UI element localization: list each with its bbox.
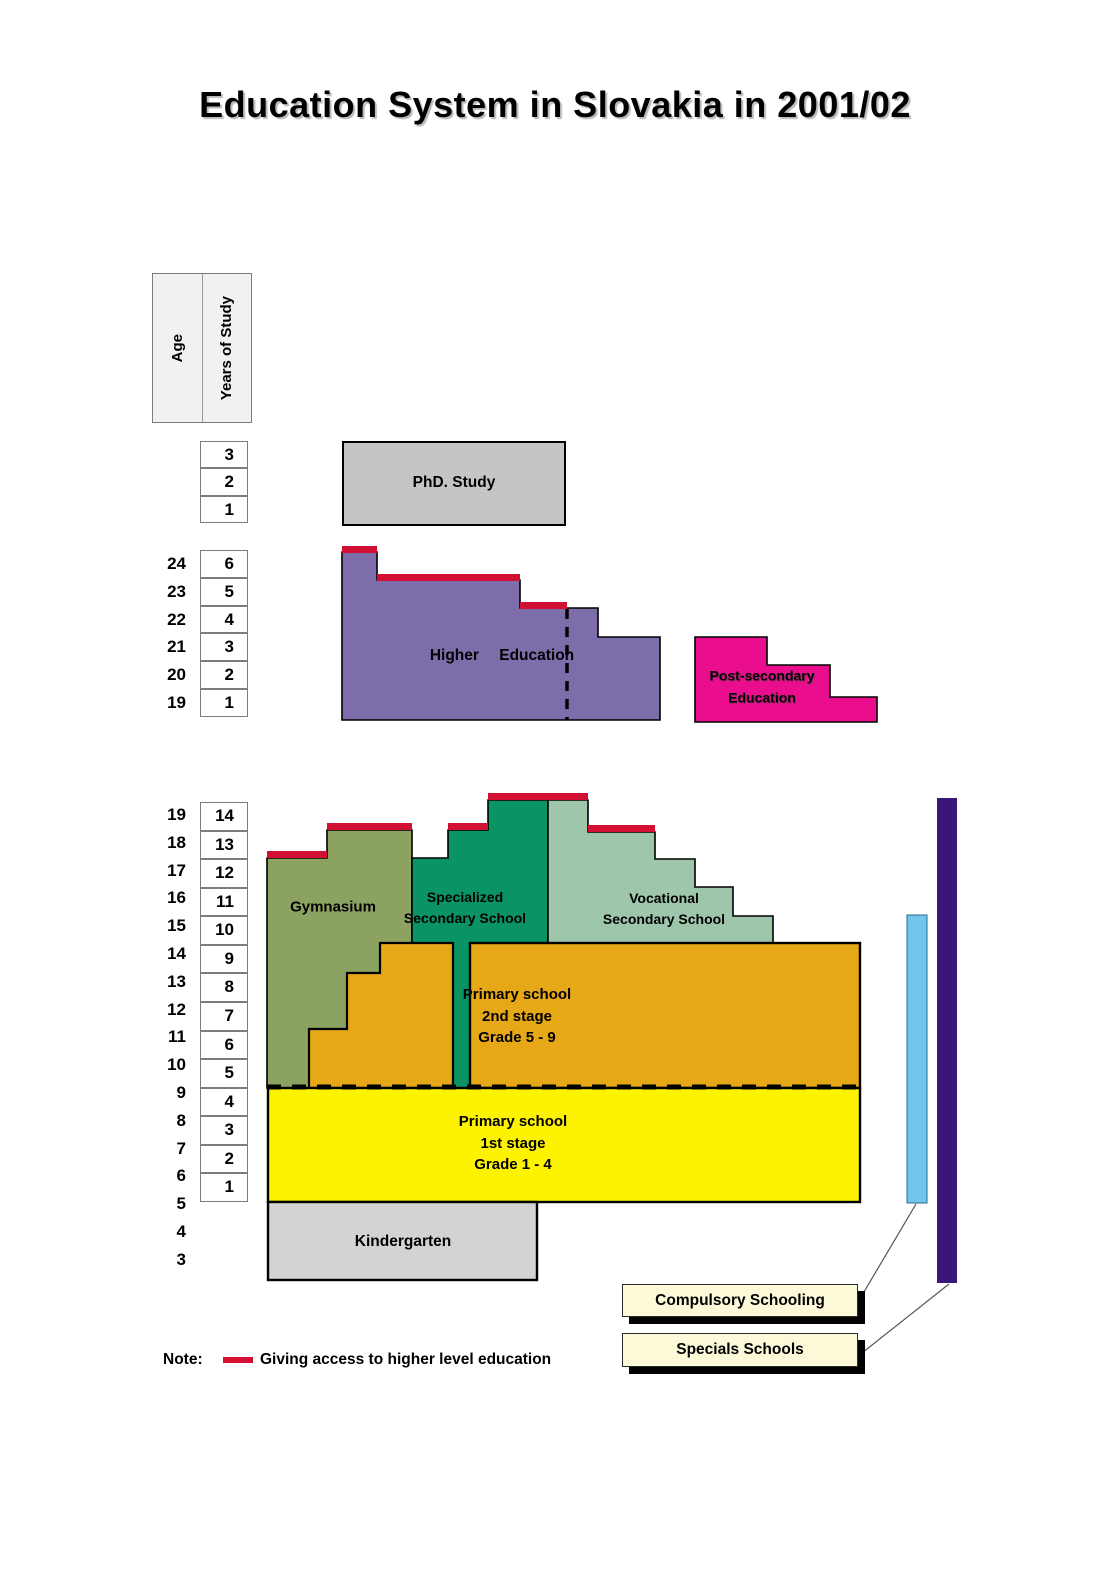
primary-1st-stage-label: Primary school 1st stage Grade 1 - 4 — [458, 1112, 568, 1173]
gymnasium-label: Gymnasium — [290, 898, 376, 916]
post-secondary-label: Post-secondary Education — [709, 667, 815, 706]
page-title: Education System in Slovakia in 2001/02 — [199, 84, 911, 125]
lower-age-label: 5 — [176, 1194, 186, 1214]
upper-age-label: 21 — [167, 637, 186, 657]
phd-study-box — [342, 441, 566, 526]
lower-age-label: 3 — [176, 1249, 186, 1269]
years-of-study-header-label: Years of Study — [218, 295, 236, 401]
compulsory-connector-line — [860, 1203, 917, 1298]
lower-year-cell: 6 — [200, 1030, 248, 1060]
lower-year-cell: 14 — [200, 802, 248, 831]
lower-year-cell: 7 — [200, 1001, 248, 1031]
lower-age-label: 9 — [176, 1083, 186, 1102]
access-bar — [448, 823, 488, 830]
lower-age-label: 7 — [176, 1138, 186, 1158]
kindergarten-label: Kindergarten — [354, 1233, 452, 1250]
compulsory-schooling-label: Compulsory Schooling — [655, 1291, 825, 1309]
upper-year-cell: 5 — [200, 577, 248, 606]
lower-year-cell: 9 — [200, 944, 248, 974]
lower-age-label: 6 — [176, 1166, 186, 1186]
lower-year-cell: 2 — [200, 1144, 248, 1174]
upper-age-label: 22 — [167, 609, 186, 629]
lower-age-label: 4 — [176, 1222, 186, 1241]
lower-age-label: 12 — [167, 999, 186, 1019]
upper-age-label: 24 — [167, 553, 186, 573]
upper-year-cell: 3 — [200, 633, 248, 662]
phd-year-cell: 2 — [200, 468, 248, 496]
lower-year-cell: 4 — [200, 1087, 248, 1117]
lower-year-cell: 13 — [200, 830, 248, 860]
specials-schools-label: Specials Schools — [676, 1341, 804, 1358]
specials-schools-bar — [937, 798, 957, 1283]
lower-age-label: 15 — [167, 916, 186, 936]
lower-age-label: 11 — [168, 1027, 186, 1047]
primary-2nd-stair-shape — [307, 941, 455, 1090]
upper-year-cell: 4 — [200, 605, 248, 634]
higher-education-label: Higher Education — [429, 647, 575, 664]
lower-year-cell: 3 — [200, 1116, 248, 1145]
compulsory-schooling-bar — [906, 914, 928, 1204]
lower-year-cell: 11 — [200, 887, 248, 917]
lower-year-cell: 12 — [200, 859, 248, 888]
lower-age-label: 13 — [167, 971, 186, 991]
lower-age-label: 8 — [176, 1110, 186, 1130]
access-bar — [488, 793, 588, 800]
lower-age-label: 19 — [167, 805, 186, 824]
compulsory-schooling-box: Compulsory Schooling — [622, 1284, 858, 1317]
lower-age-label: 10 — [167, 1055, 186, 1075]
access-bar — [520, 602, 567, 609]
note-legend-text: Giving access to higher level education — [260, 1351, 552, 1368]
upper-year-cell: 6 — [200, 550, 248, 578]
kindergarten-box — [266, 1200, 539, 1282]
access-bar — [342, 546, 377, 553]
primary-1st-stage-box — [266, 1086, 862, 1204]
specials-schools-box: Specials Schools — [622, 1333, 858, 1367]
upper-age-label: 19 — [167, 693, 186, 713]
lower-age-label: 16 — [167, 888, 186, 908]
access-bar — [588, 825, 655, 832]
age-header-label: Age — [168, 333, 186, 363]
upper-year-cell: 2 — [200, 661, 248, 690]
upper-year-cell: 1 — [200, 689, 248, 717]
phd-study-label: PhD. Study — [412, 474, 496, 491]
access-bar — [267, 851, 327, 858]
lower-year-cell: 1 — [200, 1173, 248, 1202]
upper-age-label: 23 — [167, 581, 186, 601]
lower-year-cell: 5 — [200, 1059, 248, 1088]
primary-2nd-stage-label: Primary school 2nd stage Grade 5 - 9 — [462, 985, 572, 1046]
lower-age-label: 14 — [167, 944, 186, 963]
access-bar — [377, 574, 520, 581]
lower-age-label: 18 — [167, 832, 186, 852]
axis-header: Age Years of Study — [152, 273, 252, 423]
specialized-secondary-label: Specialized Secondary School — [403, 889, 527, 926]
phd-year-cell: 1 — [200, 495, 248, 523]
post-secondary-shape — [694, 636, 878, 723]
specials-connector-line — [861, 1283, 950, 1354]
lower-year-cell: 8 — [200, 973, 248, 1002]
lower-age-label: 17 — [167, 860, 186, 880]
vocational-secondary-label: Vocational Secondary School — [602, 890, 726, 927]
note-label: Note: — [163, 1351, 203, 1368]
access-bar — [327, 823, 412, 830]
upper-age-label: 20 — [167, 665, 186, 685]
note-red-dash — [223, 1357, 253, 1363]
phd-year-cell: 3 — [200, 441, 248, 469]
lower-year-cell: 10 — [200, 916, 248, 945]
higher-education-shape — [341, 551, 661, 721]
